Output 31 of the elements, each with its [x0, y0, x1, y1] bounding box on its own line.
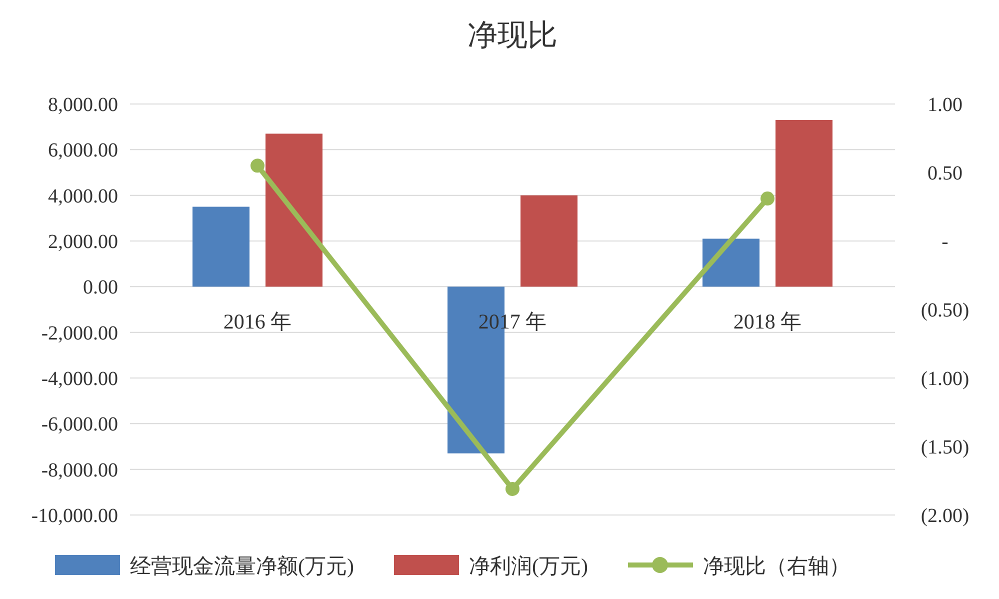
- y-tick-label: 4,000.00: [48, 185, 118, 208]
- bar: [702, 238, 760, 287]
- y-tick-label: 8,000.00: [48, 94, 118, 116]
- x-tick-label: 2018 年: [733, 310, 802, 334]
- y-tick-label: 6,000.00: [48, 140, 118, 162]
- y2-tick-label: (0.50): [920, 300, 970, 322]
- point: [506, 482, 520, 496]
- y2-tick-label: 1.00: [928, 94, 962, 116]
- y-tick-label: -4,000.00: [41, 368, 118, 390]
- y-tick-label: -8,000.00: [41, 459, 118, 482]
- y-tick-label: -2,000.00: [41, 322, 118, 344]
- y2-tick-label: 0.50: [928, 162, 962, 184]
- y-tick-label: 0.00: [83, 276, 118, 299]
- legend-label: 经营现金流量净额(万元): [130, 554, 354, 578]
- y2-tick-label: -: [942, 231, 948, 253]
- y2-tick-label: (2.00): [920, 505, 970, 527]
- bar: [776, 120, 832, 287]
- x-tick-label: 2016 年: [223, 310, 292, 334]
- bar: [520, 195, 578, 287]
- legend-label: 净利润(万元): [469, 554, 588, 578]
- y-tick-label: -10,000.00: [31, 505, 118, 527]
- y2-tick-label: (1.00): [920, 368, 970, 390]
- point: [760, 192, 774, 206]
- bar: [192, 206, 250, 287]
- y-tick-label: 2,000.00: [48, 231, 118, 253]
- chart-title: 净现比: [468, 19, 558, 52]
- y2-tick-label: (1.50): [920, 436, 970, 458]
- bar: [266, 134, 322, 287]
- point: [250, 158, 264, 173]
- y-tick-label: -6,000.00: [41, 414, 118, 436]
- legend-label: 净现比（右轴）: [703, 554, 850, 578]
